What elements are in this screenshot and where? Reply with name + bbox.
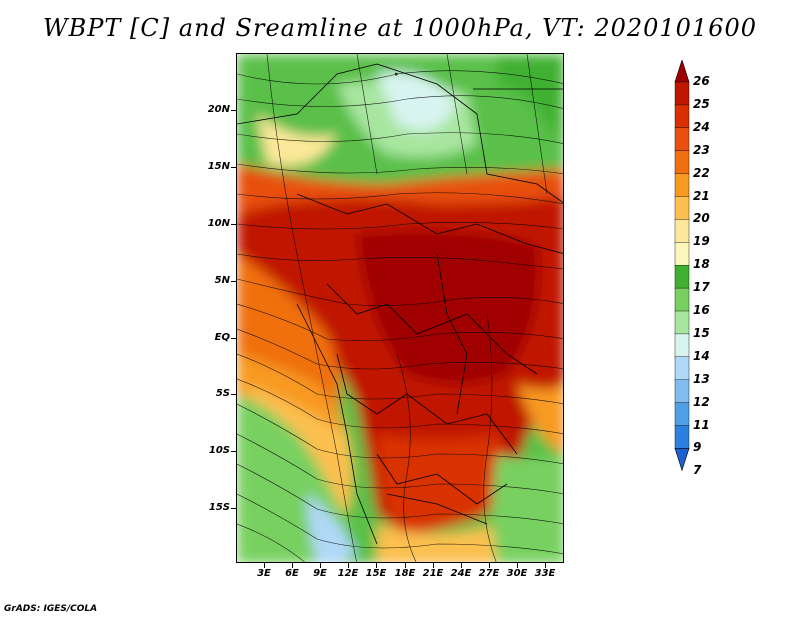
lat-tick <box>231 224 236 225</box>
streamlines <box>237 54 563 562</box>
colorbar-label: 16 <box>693 303 710 317</box>
colorbar <box>674 60 690 472</box>
lat-label: 20N <box>207 104 230 115</box>
colorbar-label: 24 <box>693 119 710 134</box>
colorbar-label: 25 <box>693 96 710 111</box>
lon-tick <box>461 563 462 568</box>
lat-label: 15S <box>208 502 230 513</box>
colorbar-swatch <box>674 356 690 381</box>
lat-tick <box>231 281 236 282</box>
lon-label: 6E <box>285 568 299 579</box>
lon-label: 9E <box>313 568 327 579</box>
lon-label: 24E <box>450 568 472 579</box>
colorbar-label: 17 <box>693 280 710 295</box>
lat-label: 5S <box>215 388 230 399</box>
lon-tick <box>292 563 293 568</box>
colorbar-bottom-arrow <box>674 448 690 472</box>
lon-label: 12E <box>337 568 359 579</box>
colorbar-label: 13 <box>693 371 710 386</box>
colorbar-swatch <box>674 104 690 129</box>
lon-tick <box>405 563 406 568</box>
lon-tick <box>489 563 490 568</box>
colorbar-label: 20 <box>693 211 710 226</box>
colorbar-swatch <box>674 402 690 427</box>
colorbar-swatch <box>674 127 690 152</box>
lon-tick <box>320 563 321 568</box>
colorbar-label: 23 <box>693 142 710 157</box>
lon-label: 30E <box>506 568 528 579</box>
colorbar-label: 21 <box>693 188 710 203</box>
lon-label: 33E <box>534 568 556 579</box>
map-panel <box>236 53 564 563</box>
lat-tick <box>231 394 236 395</box>
lat-label: 5N <box>214 275 230 286</box>
colorbar-label: 12 <box>693 394 710 409</box>
colorbar-swatch <box>674 287 690 312</box>
lat-tick <box>231 451 236 452</box>
chart-title: WBPT [C] and Sreamline at 1000hPa, VT: 2… <box>42 14 758 42</box>
lon-label: 18E <box>394 568 416 579</box>
colorbar-swatch <box>674 264 690 289</box>
lon-tick <box>517 563 518 568</box>
colorbar-swatch <box>674 173 690 198</box>
lat-label: EQ <box>214 332 230 343</box>
colorbar-label: 22 <box>693 165 710 180</box>
colorbar-swatch <box>674 425 690 450</box>
lon-label: 21E <box>422 568 444 579</box>
colorbar-label: 18 <box>693 257 710 272</box>
wbpt-field <box>237 54 563 562</box>
colorbar-swatch <box>674 242 690 266</box>
lon-tick <box>348 563 349 568</box>
colorbar-swatch <box>674 333 690 358</box>
colorbar-label: 14 <box>693 348 710 363</box>
lat-tick <box>231 167 236 168</box>
colorbar-label: 26 <box>693 74 710 88</box>
colorbar-swatch <box>674 196 690 221</box>
lon-tick <box>433 563 434 568</box>
lon-tick <box>545 563 546 568</box>
colorbar-label: 19 <box>693 234 710 249</box>
colorbar-swatch <box>674 219 690 243</box>
lon-tick <box>376 563 377 568</box>
lon-label: 15E <box>365 568 387 579</box>
colorbar-top-arrow <box>674 60 690 83</box>
colorbar-label: 15 <box>693 325 710 340</box>
colorbar-swatch <box>674 310 690 335</box>
colorbar-label: 9 <box>693 440 702 455</box>
colorbar-swatch <box>674 379 690 404</box>
lat-tick <box>231 338 236 339</box>
lat-label: 10N <box>207 218 230 229</box>
lon-label: 27E <box>478 568 500 579</box>
lon-label: 3E <box>257 568 271 579</box>
lat-tick <box>231 508 236 509</box>
lat-label: 15N <box>207 161 230 172</box>
lon-tick <box>264 563 265 568</box>
credit-text: GrADS: IGES/COLA <box>4 604 98 614</box>
colorbar-swatch <box>674 81 690 106</box>
colorbar-label: 7 <box>693 463 702 478</box>
colorbar-label: 11 <box>693 417 710 432</box>
colorbar-swatch <box>674 150 690 175</box>
lat-label: 10S <box>208 445 230 456</box>
lat-tick <box>231 110 236 111</box>
